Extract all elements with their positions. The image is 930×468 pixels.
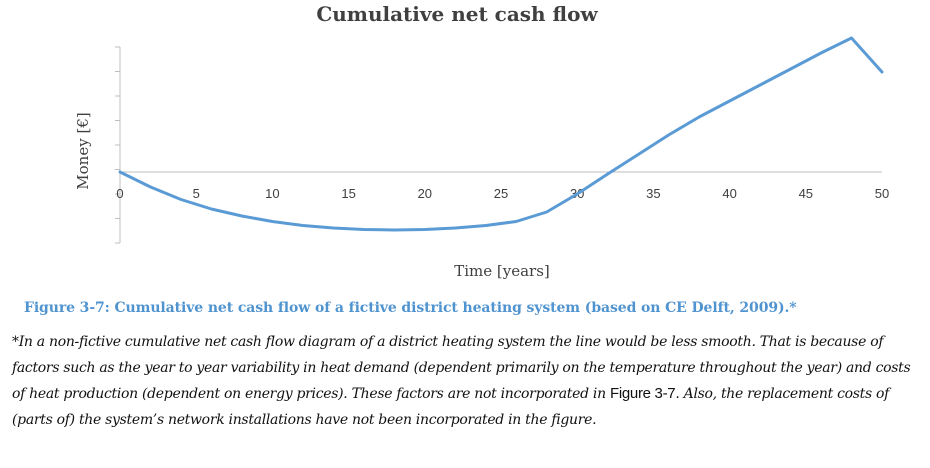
x-tick-label: 5 <box>193 186 200 201</box>
x-tick-label: 25 <box>494 186 508 201</box>
x-tick-label: 35 <box>646 186 660 201</box>
x-tick-label: 0 <box>116 186 123 201</box>
x-tick-label: 45 <box>799 186 813 201</box>
series-group <box>118 36 884 232</box>
y-axis <box>115 46 121 244</box>
x-tick-label: 10 <box>265 186 279 201</box>
x-axis-label: Time [years] <box>454 262 550 280</box>
x-tick-label: 20 <box>418 186 432 201</box>
x-tick-label: 40 <box>722 186 736 201</box>
footnote-text-2: . Also, the replacement costs of (parts … <box>12 386 889 428</box>
footnote-text-1: *In a non-fictive cumulative net cash fl… <box>12 334 911 403</box>
figure-footnote: *In a non-fictive cumulative net cash fl… <box>12 330 912 433</box>
x-tick-label: 50 <box>875 186 889 201</box>
x-tick-label: 15 <box>341 186 355 201</box>
y-axis-label: Money [€] <box>74 112 92 189</box>
x-tick-labels: 0 5 10 15 20 25 30 35 40 45 50 <box>116 186 889 201</box>
figure-caption: Figure 3-7: Cumulative net cash flow of … <box>24 300 797 316</box>
chart-title: Cumulative net cash flow <box>316 2 598 26</box>
figure-reference: Figure 3-7 <box>609 385 676 403</box>
chart: Cumulative net cash flow 0 5 10 15 20 25 30 35 4… <box>74 2 889 280</box>
series-line <box>118 36 884 232</box>
